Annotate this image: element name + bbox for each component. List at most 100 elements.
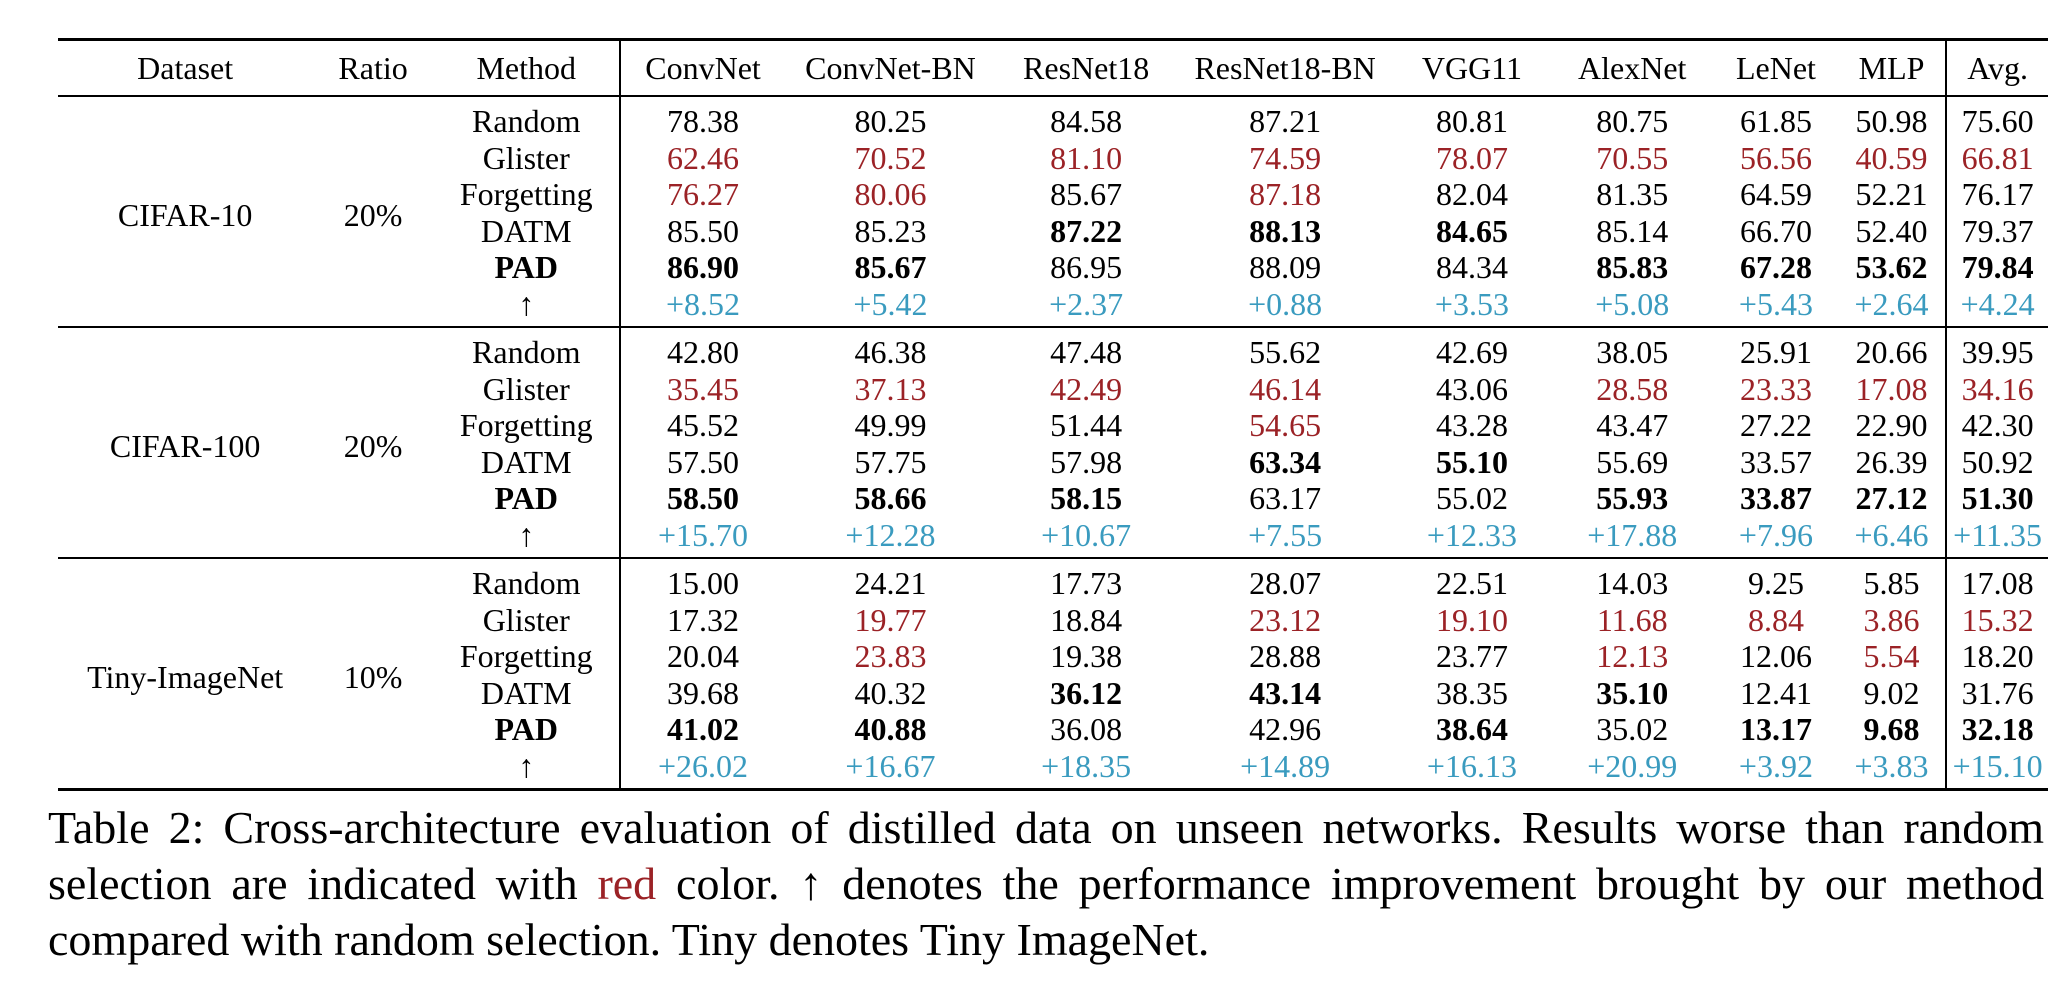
value-cell: 28.07: [1249, 565, 1322, 602]
value-cell: 27.22: [1739, 407, 1812, 444]
value-cell: +12.28: [845, 516, 936, 553]
value-cell: 85.83: [1596, 249, 1669, 286]
value-cell: +14.89: [1240, 747, 1331, 784]
value-cell: +7.55: [1248, 516, 1323, 553]
value-cell: 35.45: [618, 370, 786, 407]
value-cell: 23.33: [1739, 370, 1812, 407]
dataset-cell: CIFAR-10: [117, 196, 253, 233]
value-cell: 79.84: [1945, 249, 2048, 286]
value-cell: +5.43: [1738, 285, 1813, 322]
value-cell: 19.38: [1050, 638, 1123, 675]
value-cell: 46.14: [1249, 370, 1322, 407]
value-cell: 86.95: [1050, 249, 1123, 286]
value-cell: 80.25: [854, 103, 927, 140]
value-cell: 75.60: [1945, 96, 2048, 140]
value-cell: 39.68: [618, 674, 786, 711]
value-cell: 41.02: [618, 711, 786, 748]
value-cell: 50.98: [1855, 103, 1928, 140]
value-cell: 19.77: [854, 601, 927, 638]
table-row: PAD 86.90 85.67 86.95 88.09 84.34 85.83 67.28 53…: [58, 249, 2048, 286]
value-cell: 31.76: [1945, 674, 2048, 711]
value-cell: 80.06: [854, 176, 927, 213]
header-vgg11: VGG11: [1421, 49, 1523, 86]
method-cell: Forgetting: [459, 407, 593, 444]
value-cell: 55.69: [1596, 443, 1669, 480]
value-cell: 5.54: [1863, 638, 1920, 675]
value-cell: 85.23: [854, 212, 927, 249]
value-cell: 76.17: [1945, 176, 2048, 213]
value-cell: 84.58: [1050, 103, 1123, 140]
value-cell: +11.35: [1945, 516, 2048, 558]
value-cell: 58.15: [1050, 480, 1123, 517]
value-cell: +0.88: [1248, 285, 1323, 322]
value-cell: 45.52: [618, 407, 786, 444]
value-cell: 24.21: [854, 565, 927, 602]
method-cell: PAD: [494, 480, 558, 517]
value-cell: 12.06: [1739, 638, 1812, 675]
value-cell: 80.81: [1435, 103, 1508, 140]
value-cell: 18.20: [1945, 638, 2048, 675]
table-row: Glister 62.46 70.52 81.10 74.59 78.07 70.55 56.…: [58, 139, 2048, 176]
value-cell: 88.13: [1249, 212, 1322, 249]
value-cell: 49.99: [854, 407, 927, 444]
value-cell: 85.14: [1596, 212, 1669, 249]
value-cell: 47.48: [1050, 334, 1123, 371]
value-cell: 9.25: [1747, 565, 1804, 602]
value-cell: 84.34: [1435, 249, 1508, 286]
value-cell: 70.55: [1596, 139, 1669, 176]
header-convnet-bn: ConvNet-BN: [805, 49, 976, 86]
method-cell: Glister: [482, 370, 570, 407]
value-cell: 57.75: [854, 443, 927, 480]
value-cell: 25.91: [1739, 334, 1812, 371]
header-resnet18: ResNet18: [1023, 49, 1150, 86]
table-row: Tiny-ImageNet 10% Random 15.00 24.21 17.73 28.…: [58, 558, 2048, 694]
method-cell: PAD: [494, 249, 558, 286]
method-cell: ↑: [518, 747, 535, 784]
value-cell: 20.66: [1855, 334, 1928, 371]
value-cell: +10.67: [1041, 516, 1132, 553]
caption-red-word: red: [597, 858, 657, 909]
table-group-cifar-10: CIFAR-10 20% Random 78.38 80.25 84.58 87.21 80.…: [58, 96, 2048, 327]
value-cell: 37.13: [854, 370, 927, 407]
table-row: Forgetting 20.04 23.83 19.38 28.88 23.77 12.13…: [58, 638, 2048, 675]
value-cell: 85.67: [854, 249, 927, 286]
ratio-cell: 20%: [343, 196, 403, 233]
value-cell: 67.28: [1739, 249, 1812, 286]
value-cell: 63.17: [1249, 480, 1322, 517]
method-cell: Random: [472, 334, 581, 371]
value-cell: 22.90: [1855, 407, 1928, 444]
value-cell: +6.46: [1854, 516, 1929, 553]
header-avg: Avg.: [1945, 39, 2048, 96]
value-cell: 17.08: [1855, 370, 1928, 407]
value-cell: 55.62: [1249, 334, 1322, 371]
value-cell: 61.85: [1739, 103, 1812, 140]
header-ratio: Ratio: [338, 49, 408, 86]
table-row: DATM 85.50 85.23 87.22 88.13 84.65 85.14 66.70 5…: [58, 212, 2048, 249]
table-row: CIFAR-100 20% Random 42.80 46.38 47.48 55.62 42…: [58, 327, 2048, 464]
value-cell: 87.21: [1249, 103, 1322, 140]
value-cell: 52.40: [1855, 212, 1928, 249]
value-cell: +2.64: [1854, 285, 1929, 322]
value-cell: 66.70: [1739, 212, 1812, 249]
header-dataset: Dataset: [137, 49, 234, 86]
value-cell: 87.22: [1050, 212, 1123, 249]
table-row: Forgetting 76.27 80.06 85.67 87.18 82.04 81.35…: [58, 176, 2048, 213]
value-cell: 58.66: [854, 480, 927, 517]
value-cell: 66.81: [1945, 139, 2048, 176]
method-cell: Random: [472, 565, 581, 602]
value-cell: 9.02: [1863, 674, 1920, 711]
value-cell: 18.84: [1050, 601, 1123, 638]
value-cell: 79.37: [1945, 212, 2048, 249]
value-cell: 27.12: [1855, 480, 1928, 517]
value-cell: +8.52: [618, 285, 786, 327]
value-cell: 50.92: [1945, 443, 2048, 480]
method-cell: Glister: [482, 139, 570, 176]
value-cell: +2.37: [1049, 285, 1124, 322]
value-cell: 15.32: [1945, 601, 2048, 638]
value-cell: 53.62: [1855, 249, 1928, 286]
value-cell: 35.02: [1596, 711, 1669, 748]
value-cell: 3.86: [1863, 601, 1920, 638]
value-cell: 78.38: [618, 96, 786, 140]
results-table: Dataset Ratio Method ConvNet ConvNet-BN ResNe…: [58, 38, 2048, 791]
caption-prefix: Table 2: Cross-architecture evaluation o…: [48, 802, 2044, 909]
